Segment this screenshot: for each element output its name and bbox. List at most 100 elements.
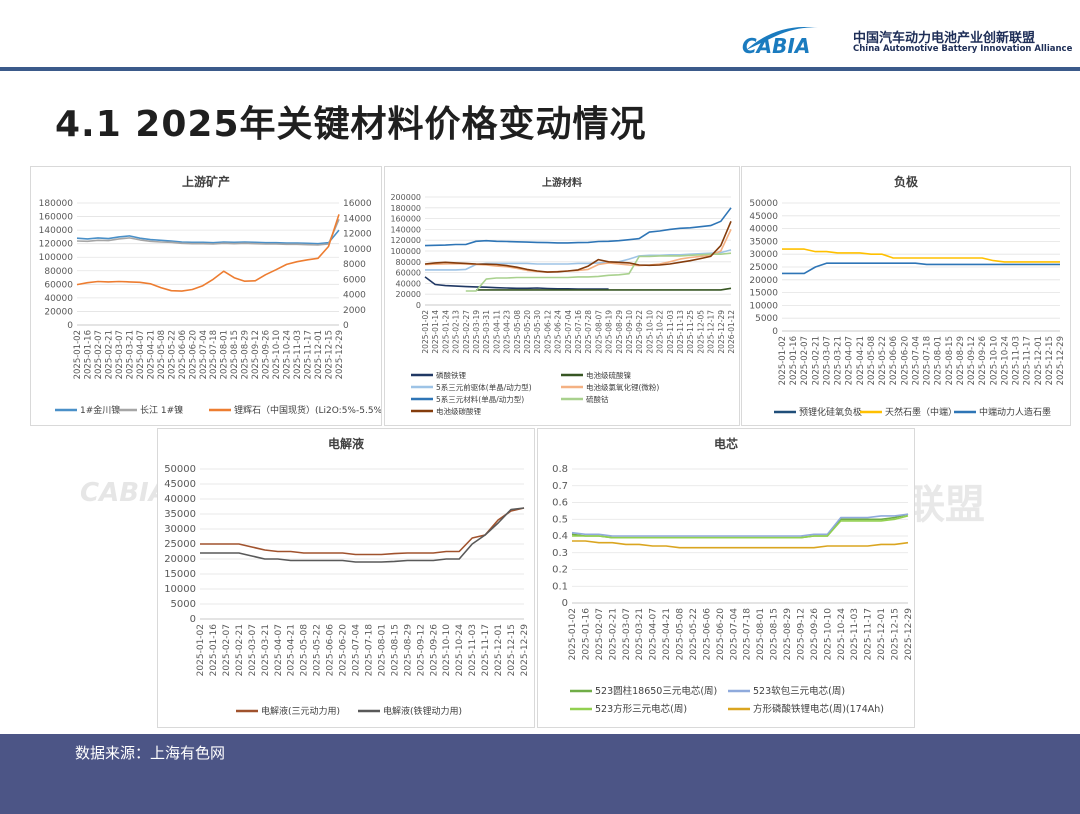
x-tick-label: 2025-08-15: [945, 336, 955, 385]
y-tick-label: 35000: [749, 237, 778, 247]
x-tick-label: 2025-12-17: [707, 310, 716, 354]
x-tick-label: 2025-04-21: [146, 330, 156, 379]
x-tick-label: 2025-10-10: [442, 624, 452, 677]
x-tick-label: 2025-04-07: [845, 336, 855, 385]
x-tick-label: 2025-08-01: [934, 336, 944, 385]
x-tick-label: 2025-06-24: [554, 310, 563, 354]
x-tick-label: 2025-03-31: [482, 310, 491, 354]
y-tick-label: 5000: [171, 599, 196, 610]
x-tick-label: 2025-06-20: [900, 336, 910, 385]
x-tick-label: 2025-05-08: [867, 336, 877, 385]
x-tick-label: 2025-12-15: [325, 330, 335, 379]
x-tick-label: 2025-03-07: [622, 608, 632, 660]
y-tick-label: 0: [416, 301, 421, 310]
y-tick-label: 0.5: [552, 514, 568, 525]
series-line: [76, 229, 340, 245]
legend-label: 1#金川镍: [80, 404, 120, 416]
x-tick-label: 2025-03-19: [472, 310, 481, 354]
x-tick-label: 2025-03-21: [834, 336, 844, 385]
legend-label: 5系三元材料(单晶/动力型): [436, 394, 524, 404]
x-tick-label: 2025-04-11: [492, 310, 501, 354]
org-name-cn: 中国汽车动力电池产业创新联盟: [853, 31, 1036, 46]
x-tick-label: 2025-01-24: [441, 310, 450, 354]
watermark-logo: CABIA: [80, 478, 169, 508]
x-tick-label: 2025-03-21: [261, 624, 271, 676]
series-line: [425, 249, 732, 271]
x-tick-label: 2025-12-15: [891, 608, 901, 660]
x-tick-label: 2025-05-08: [513, 310, 522, 354]
y-tick-label: 100000: [390, 247, 421, 256]
y-tick-label: 30000: [749, 250, 778, 260]
page-title: 4.1 2025年关键材料价格变动情况: [55, 104, 647, 145]
x-tick-label: 2025-06-06: [889, 336, 899, 385]
y-tick-label: 50000: [749, 199, 778, 209]
legend-label: 电解液(三元动力用): [261, 705, 340, 717]
x-tick-label: 2025-12-05: [696, 310, 705, 354]
x-tick-label: 2025-09-22: [635, 310, 644, 354]
y-tick-label: 0: [190, 614, 196, 625]
legend-label: 523圆柱18650三元电芯(周): [595, 685, 717, 697]
x-tick-label: 2025-02-13: [452, 310, 461, 354]
legend-label: 中端动力人造石墨: [979, 406, 1051, 418]
x-tick-label: 2025-05-08: [676, 608, 686, 661]
x-tick-label: 2025-12-01: [1034, 336, 1044, 385]
x-tick-label: 2025-10-24: [837, 608, 847, 661]
y-tick-label: 20000: [164, 554, 196, 565]
x-tick-label: 2025-05-22: [689, 608, 699, 660]
y-tick-label: 40000: [396, 279, 421, 288]
x-tick-label: 2025-10-10: [989, 336, 999, 385]
x-tick-label: 2025-06-06: [178, 330, 188, 379]
x-tick-label: 2025-03-07: [115, 330, 125, 379]
x-tick-label: 2025-02-07: [222, 624, 232, 676]
legend-label: 电池级碳酸锂: [436, 406, 481, 416]
chart-panel-cell: 电芯 0 0.1 0.2 0.3 0.4 0.5 0.6 0.7 0.8 2025-01-02 202…: [537, 428, 915, 728]
x-tick-label: 2025-10-24: [1000, 336, 1010, 385]
y2-tick-label: 10000: [343, 245, 372, 255]
x-tick-label: 2025-08-01: [377, 624, 387, 676]
x-tick-label: 2025-09-12: [251, 330, 261, 379]
x-tick-label: 2025-08-29: [241, 330, 251, 379]
x-tick-label: 2025-08-29: [403, 624, 413, 677]
x-tick-label: 2025-12-15: [507, 624, 517, 676]
chart-panel-electrolyte: 电解液 0 5000 10000 15000 20000 25000 30000 35000 40…: [157, 428, 535, 728]
chart-title: 电芯: [714, 436, 738, 451]
x-tick-label: 2025-08-15: [770, 608, 780, 660]
y2-tick-label: 4000: [343, 291, 366, 301]
x-tick-label: 2025-02-07: [800, 336, 810, 385]
series-line: [200, 507, 525, 563]
x-tick-label: 2025-09-12: [796, 608, 806, 660]
legend-label: 电解液(铁锂动力用): [383, 705, 462, 717]
x-tick-label: 2025-01-02: [421, 310, 430, 354]
y-tick-label: 120000: [39, 240, 74, 250]
x-tick-label: 2025-12-01: [877, 608, 887, 660]
x-tick-label: 2025-12-01: [494, 624, 504, 676]
x-tick-label: 2025-09-26: [978, 336, 988, 385]
series-line: [424, 220, 732, 273]
legend-label: 磷酸铁锂: [436, 370, 466, 380]
x-tick-label: 2025-07-16: [574, 310, 583, 354]
y-tick-label: 5000: [755, 314, 778, 324]
x-tick-label: 2025-08-29: [783, 608, 793, 661]
y2-tick-label: 14000: [343, 214, 372, 224]
legend-label: 5系三元前驱体(单晶/动力型): [436, 382, 532, 392]
x-tick-label: 2025-12-29: [520, 624, 530, 677]
series-line: [76, 218, 340, 246]
series-line: [465, 252, 732, 292]
x-tick-label: 2025-01-16: [581, 608, 591, 661]
x-tick-label: 2025-02-21: [235, 624, 245, 676]
x-tick-label: 2025-11-25: [686, 310, 695, 354]
x-tick-label: 2025-10-10: [645, 310, 654, 354]
x-tick-label: 2025-05-08: [157, 330, 167, 379]
x-tick-label: 2025-06-06: [326, 624, 336, 677]
y-tick-label: 10000: [164, 584, 196, 595]
x-tick-label: 2025-05-08: [300, 624, 310, 677]
series-line: [200, 507, 525, 556]
x-tick-label: 2025-11-17: [481, 624, 491, 676]
y-tick-label: 25000: [164, 539, 196, 550]
y2-tick-label: 6000: [343, 275, 366, 285]
chart-title: 电解液: [328, 436, 364, 451]
header-divider: [0, 67, 1080, 71]
y2-tick-label: 12000: [343, 230, 372, 240]
x-tick-label: 2025-07-04: [199, 330, 209, 379]
y-tick-label: 10000: [749, 301, 778, 311]
